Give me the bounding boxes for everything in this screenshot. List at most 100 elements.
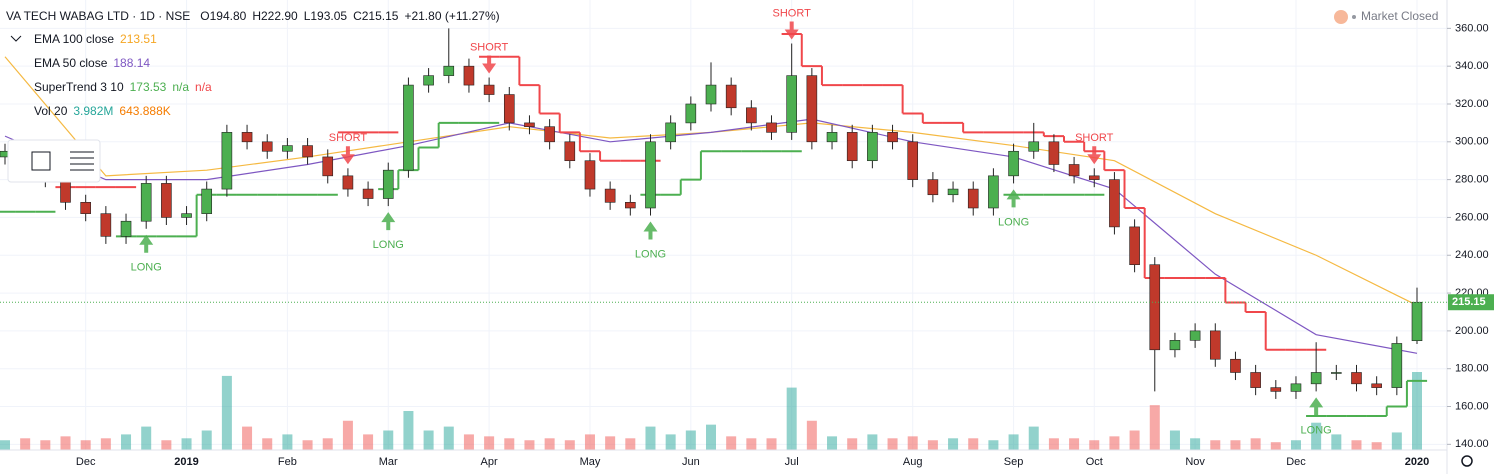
- candle-body: [120, 220, 132, 237]
- candle-body: [1411, 301, 1423, 342]
- candle-body: [342, 175, 354, 190]
- candle-body: [766, 122, 777, 133]
- candle-body: [443, 65, 455, 76]
- signal-arrow: [1309, 397, 1324, 416]
- signal-arrow: [643, 221, 658, 240]
- candle-body: [140, 183, 152, 222]
- volume-bar: [1129, 430, 1140, 450]
- volume-bar: [383, 430, 394, 450]
- volume-bar: [1028, 426, 1039, 450]
- ohlc-key: L: [304, 9, 311, 23]
- vol-label: Vol 20: [34, 104, 68, 118]
- volume-bar: [1331, 434, 1342, 450]
- signal-arrow: [381, 212, 396, 231]
- signal-label: LONG: [1301, 424, 1332, 436]
- volume-bar: [443, 426, 454, 450]
- signal-arrow: [1006, 189, 1021, 208]
- x-tick-label: 2019: [174, 456, 198, 468]
- signal-arrow: [139, 234, 154, 253]
- signal-arrow: [482, 55, 497, 74]
- candle-body: [625, 202, 636, 209]
- candle-body: [1088, 175, 1100, 180]
- volume-bar: [1351, 440, 1362, 450]
- candle-body: [1109, 179, 1120, 228]
- st-extra: n/a: [195, 80, 212, 94]
- candle-body: [1209, 330, 1221, 360]
- volume-bar: [322, 438, 333, 450]
- ohlc-value: 194.80: [210, 9, 247, 23]
- candle-body: [181, 213, 192, 218]
- volume-bar: [1008, 434, 1019, 450]
- legend-label: EMA 50 close 188.14: [34, 56, 150, 70]
- candle-body: [927, 179, 939, 196]
- volume-bar: [1109, 436, 1120, 450]
- volume-bar: [746, 438, 757, 450]
- signal-label: LONG: [131, 262, 162, 274]
- volume-bar: [201, 430, 212, 450]
- signal-label: LONG: [373, 239, 404, 251]
- candle-body: [806, 75, 818, 143]
- y-tick-label: 140.00: [1455, 438, 1489, 450]
- y-tick-label: 340.00: [1455, 60, 1489, 72]
- settings-icon[interactable]: [1461, 455, 1473, 467]
- y-tick-label: 320.00: [1455, 98, 1489, 110]
- candle-body: [584, 160, 596, 190]
- candle-body: [161, 183, 172, 218]
- candle-body: [1129, 226, 1140, 266]
- x-tick-label: Jul: [785, 456, 799, 468]
- x-tick-label: Dec: [76, 456, 96, 468]
- legend-label: EMA 100 close 213.51: [34, 32, 157, 46]
- drawing-toolbar: [7, 139, 101, 183]
- y-tick-label: 360.00: [1455, 22, 1489, 34]
- candle-body: [665, 122, 676, 143]
- volume-bar: [221, 375, 232, 450]
- candle-body: [1068, 164, 1080, 177]
- volume-bar: [403, 411, 414, 450]
- signal-arrow: [784, 21, 799, 40]
- last-price-label: 215.15: [1452, 296, 1486, 308]
- ohlc-value: 215.15: [362, 9, 399, 23]
- signal-arrow: [340, 146, 355, 165]
- ema100-value: 213.51: [120, 32, 157, 46]
- x-tick-label: Feb: [278, 456, 297, 468]
- collapse-icon[interactable]: [10, 35, 22, 42]
- volume-bar: [847, 438, 858, 450]
- settings-tool[interactable]: [70, 151, 94, 171]
- legend-label: SuperTrend 3 10 173.53 n/a n/a: [34, 80, 212, 94]
- volume-bar: [584, 434, 595, 450]
- volume-bar: [181, 438, 192, 450]
- volume-bar: [1048, 438, 1059, 450]
- signal-label: SHORT: [329, 132, 368, 144]
- signal-label: LONG: [635, 248, 666, 260]
- candle-body: [80, 202, 91, 214]
- candle-body: [786, 75, 797, 133]
- ema-line: [4, 118, 1418, 354]
- volume-bar: [927, 440, 938, 450]
- volume-bar: [827, 436, 838, 450]
- volume-bar: [706, 424, 716, 450]
- candle-body: [867, 132, 878, 162]
- volume-bar: [40, 440, 51, 450]
- volume-bar: [1391, 432, 1402, 450]
- volume-bar: [887, 438, 898, 450]
- candle-body: [1351, 372, 1362, 385]
- candle-body: [1250, 372, 1261, 388]
- volume-bar: [282, 434, 293, 450]
- x-tick-label: Sep: [1004, 456, 1024, 468]
- legend-label: Vol 20 3.982M 643.888K: [34, 104, 171, 118]
- volume-bar: [1270, 442, 1281, 450]
- candle-body: [503, 94, 515, 124]
- candle-body: [1371, 383, 1382, 388]
- candle-body: [907, 141, 919, 180]
- rect-tool[interactable]: [31, 151, 51, 171]
- volume-bar: [564, 440, 575, 450]
- symbol: VA TECH WABAG LTD · 1D · NSE: [6, 9, 190, 23]
- status-dot-small: [1352, 15, 1356, 19]
- candle-body: [564, 141, 576, 162]
- candle-body: [60, 179, 71, 203]
- y-tick-label: 160.00: [1455, 400, 1489, 412]
- volume-bar: [665, 434, 676, 450]
- ohlc-value: 193.05: [310, 9, 347, 23]
